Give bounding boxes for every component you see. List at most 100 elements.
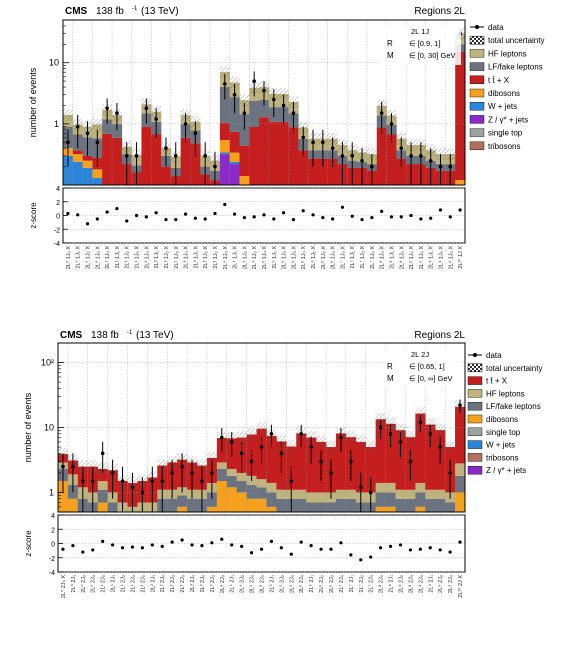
data-point-5 <box>110 471 115 475</box>
legend-swatch-zjets <box>467 466 483 475</box>
zscore-point-26 <box>319 547 323 551</box>
uncertainty-band-36 <box>415 407 426 420</box>
zscore-point-16 <box>220 537 224 541</box>
zscore-point-9 <box>154 211 158 215</box>
zscore-point-3 <box>95 217 99 221</box>
legend-label-lf: LF/fake leptons <box>488 63 543 72</box>
annotation-bg <box>381 25 461 65</box>
data-point-21 <box>269 431 274 436</box>
legend-label-hf: HF leptons <box>488 49 527 58</box>
uncertainty-band-32 <box>375 412 386 426</box>
bin-label-25: 2L⁶ 1J₁ X <box>310 246 317 269</box>
data-point-2 <box>81 479 85 483</box>
zscore-point-37 <box>429 216 433 220</box>
bin-label-27: 2L⁶ 1J₃ X <box>330 246 337 269</box>
bar-dib-36 <box>415 506 426 512</box>
bin-label-6: 2L¹ 2J₂ <box>121 575 127 592</box>
legend-swatch-hf <box>467 389 483 398</box>
bar-lf-13 <box>187 498 198 512</box>
bar-ttx-23 <box>288 127 299 185</box>
bar-dib-17 <box>229 152 240 162</box>
bar-dib-21 <box>266 506 277 512</box>
bin-label-40: 2L¹⁰ 1J X <box>457 246 464 269</box>
chart-top-panel: 1 10 number of events CMS 138 fb -1 (13 TeV) Re… <box>28 6 544 269</box>
uncertainty-band-18 <box>239 94 250 107</box>
bar-lf-40 <box>455 475 466 493</box>
bin-label-1: 2L⁰ 1J₁ X <box>75 246 82 269</box>
data-point-18 <box>239 451 244 456</box>
energy-label: (13 TeV) <box>141 6 179 17</box>
data-point-36 <box>419 154 423 158</box>
bar-ttx-24 <box>298 150 309 185</box>
bar-dib-12 <box>177 506 188 512</box>
annotation-region: 2L 2J <box>411 350 429 359</box>
zscore-point-28 <box>340 205 345 209</box>
data-point-27 <box>329 471 333 475</box>
zscore-point-4 <box>101 539 105 543</box>
uncertainty-band-31 <box>366 148 377 161</box>
bar-ttx-31 <box>365 447 376 493</box>
bin-label-33: 2L⁸ 2J₁ <box>388 575 395 593</box>
legend-swatch-lf <box>469 62 485 71</box>
bar-lf-16 <box>219 86 230 123</box>
uncertainty-band-15 <box>206 451 217 465</box>
legend-swatch-dib <box>469 88 485 98</box>
bar-dib-15 <box>206 506 218 512</box>
bin-label-17: 2L⁴ 2J₁ <box>229 575 236 593</box>
data-point-31 <box>370 164 374 169</box>
z-tick-label-1: -2 <box>54 227 60 234</box>
uncertainty-band-37 <box>425 418 436 431</box>
bin-label-21: 2L⁵ 2J₁ <box>268 575 275 593</box>
data-point-16 <box>222 82 227 86</box>
data-point-8 <box>144 106 149 111</box>
data-point-39 <box>448 164 453 169</box>
legend-label-stop: single top <box>488 129 523 138</box>
legend-label-dib: dibosons <box>486 415 518 424</box>
zscore-point-18 <box>242 215 246 220</box>
zscore-point-31 <box>369 555 373 559</box>
bar-ttx-18 <box>239 145 250 177</box>
zscore-point-32 <box>379 546 383 550</box>
bin-label-8: 2L² 2J₀ <box>140 575 146 593</box>
data-point-14 <box>203 154 207 158</box>
uncertainty-band-19 <box>246 428 257 441</box>
bin-label-12: 2L³ 1J₀ X <box>184 246 190 269</box>
data-point-39 <box>448 471 452 475</box>
bin-label-16: 2L⁴ 2J₀ <box>219 575 226 593</box>
bar-lf-20 <box>256 487 267 499</box>
data-point-11 <box>170 471 174 475</box>
z-axis-label: z-score <box>29 202 38 229</box>
data-point-13 <box>193 131 198 136</box>
zscore-point-21 <box>272 217 276 221</box>
bar-hf-22 <box>276 489 287 499</box>
zscore-point-31 <box>370 215 374 220</box>
bar-lf-15 <box>206 492 218 507</box>
bar-wjets-2 <box>82 167 93 185</box>
bar-lf-37 <box>425 498 436 512</box>
legend-label-stop: single top <box>486 428 521 437</box>
data-point-23 <box>289 479 294 483</box>
bin-label-2: 2L⁰ 1J₂ X <box>85 246 92 269</box>
legend-label-ttx: t t̄ + X <box>486 377 508 386</box>
bar-dib-1 <box>67 498 79 512</box>
bar-ttx-1 <box>72 150 83 155</box>
legend-swatch-ttx <box>469 75 485 85</box>
bar-dib-40 <box>455 492 466 512</box>
legend-data-marker <box>475 25 479 29</box>
annotation-region: 2L 1J <box>411 27 429 36</box>
legend-swatch-ttx <box>467 376 483 385</box>
bar-hf-38 <box>435 489 446 499</box>
data-point-36 <box>418 420 423 425</box>
zscore-point-14 <box>200 544 204 548</box>
bar-ttx-5 <box>112 137 123 185</box>
bar-dib-2 <box>82 160 93 168</box>
zscore-point-34 <box>399 215 403 219</box>
bar-wjets-16 <box>219 152 230 155</box>
legend-swatch-lf <box>467 402 483 411</box>
uncertainty-band-10 <box>157 459 168 472</box>
bin-label-22: 2L⁵ 1J₂ X <box>281 246 288 269</box>
uncertainty-band-33 <box>385 417 396 431</box>
uncertainty-band-20 <box>256 422 267 435</box>
bin-label-23: 2L⁵ 1J₃ X <box>290 246 297 270</box>
bin-label-18: 2L⁴ 1J₂ X <box>241 246 248 269</box>
